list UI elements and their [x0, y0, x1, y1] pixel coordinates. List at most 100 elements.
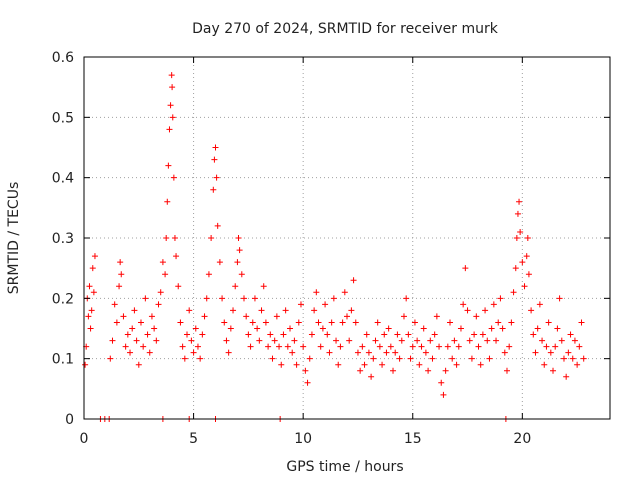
data-point: [444, 343, 451, 350]
data-point: [462, 265, 469, 272]
data-point: [578, 319, 585, 326]
tick-layer: 0 0.1 0.2 0.3 0.4 0.5 0.6 0 5 10 15 20: [52, 50, 610, 447]
data-point: [326, 349, 333, 356]
data-point: [324, 331, 331, 338]
data-point: [142, 295, 149, 302]
data-point: [580, 355, 587, 362]
data-point: [543, 343, 550, 350]
data-point: [293, 361, 300, 368]
data-point: [440, 391, 447, 398]
data-point: [484, 337, 491, 344]
data-point: [442, 367, 449, 374]
data-point: [278, 361, 285, 368]
data-point: [503, 367, 510, 374]
data-point: [297, 301, 304, 308]
data-point: [167, 102, 174, 109]
data-point: [407, 355, 414, 362]
data-point: [284, 343, 291, 350]
data-point: [302, 367, 309, 374]
data-point: [346, 337, 353, 344]
data-point: [232, 283, 239, 290]
data-point: [385, 325, 392, 332]
data-point: [319, 325, 326, 332]
data-point: [567, 331, 574, 338]
data-point: [453, 361, 460, 368]
data-point: [427, 337, 434, 344]
data-point: [131, 307, 138, 314]
data-point: [536, 301, 543, 308]
data-point: [383, 349, 390, 356]
data-point: [337, 343, 344, 350]
data-point: [368, 373, 375, 380]
data-point: [199, 331, 206, 338]
data-point: [550, 367, 557, 374]
data-point: [552, 343, 559, 350]
data-point: [164, 198, 171, 205]
data-point: [262, 319, 269, 326]
data-point: [144, 331, 151, 338]
data-point: [243, 313, 250, 320]
data-point: [490, 301, 497, 308]
data-point: [357, 367, 364, 374]
data-point: [521, 283, 528, 290]
data-point: [335, 361, 342, 368]
data-point: [304, 379, 311, 386]
data-point: [330, 295, 337, 302]
data-point: [163, 235, 170, 241]
data-point: [411, 319, 418, 326]
x-axis-label: GPS time / hours: [286, 459, 403, 475]
data-point: [464, 307, 471, 314]
data-point: [265, 343, 272, 350]
data-point: [477, 361, 484, 368]
data-point: [159, 259, 166, 266]
data-point: [339, 319, 346, 326]
data-point: [501, 349, 508, 356]
data-point: [165, 162, 172, 169]
data-point: [390, 367, 397, 374]
data-point: [506, 343, 513, 350]
data-point: [157, 289, 164, 296]
data-point: [212, 144, 219, 151]
data-point: [113, 319, 120, 326]
data-point: [289, 349, 296, 356]
data-point: [153, 337, 160, 344]
data-point: [221, 319, 228, 326]
data-point: [438, 379, 445, 386]
data-point: [190, 349, 197, 356]
data-point: [219, 295, 226, 302]
data-point: [168, 72, 175, 79]
data-point: [133, 337, 140, 344]
data-point: [291, 337, 298, 344]
data-point: [409, 343, 416, 350]
data-point: [111, 301, 118, 308]
data-point: [499, 325, 506, 332]
data-point: [328, 319, 335, 326]
data-point: [523, 253, 530, 260]
data-point: [227, 325, 234, 332]
data-point: [451, 337, 458, 344]
data-point: [194, 343, 201, 350]
data-point: [547, 349, 554, 356]
data-point: [569, 355, 576, 362]
data-point: [554, 325, 561, 332]
data-point: [414, 337, 421, 344]
data-point: [322, 301, 329, 308]
data-point: [213, 174, 220, 181]
data-point: [223, 337, 230, 344]
data-point: [203, 295, 210, 302]
data-point: [179, 343, 186, 350]
data-point: [563, 373, 570, 380]
data-point: [493, 337, 500, 344]
data-point: [124, 331, 131, 338]
data-point: [295, 319, 302, 326]
y-tick-label: 0.1: [52, 352, 74, 368]
data-point: [258, 307, 265, 314]
data-point: [468, 355, 475, 362]
data-point: [173, 253, 180, 260]
data-point: [460, 301, 467, 308]
data-point: [449, 355, 456, 362]
data-point: [565, 349, 572, 356]
data-point: [146, 349, 153, 356]
data-point: [396, 355, 403, 362]
data-point: [425, 367, 432, 374]
